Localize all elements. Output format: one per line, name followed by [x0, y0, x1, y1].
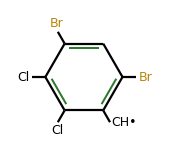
Text: CH•: CH• — [112, 116, 137, 129]
Text: Cl: Cl — [17, 71, 30, 83]
Text: Br: Br — [50, 17, 64, 30]
Text: Cl: Cl — [51, 124, 63, 137]
Text: Br: Br — [138, 71, 152, 83]
